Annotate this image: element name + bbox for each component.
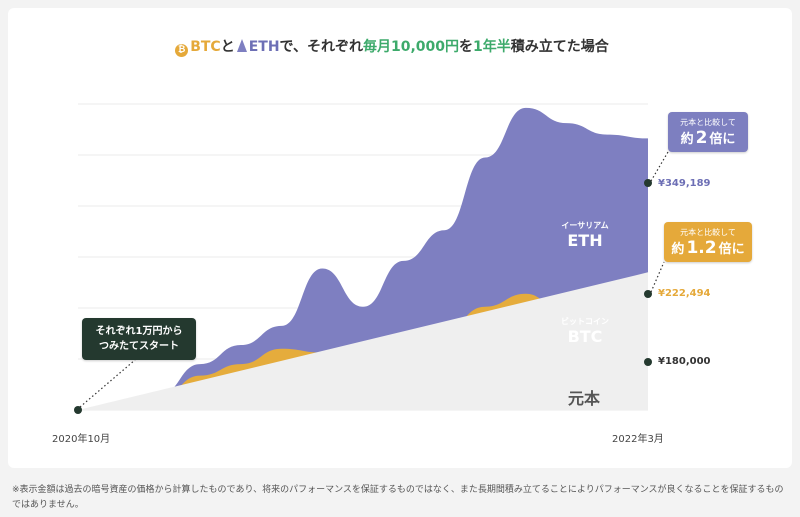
eth-final-value: ¥349,189: [658, 178, 711, 189]
eth-end-dot: [644, 179, 652, 187]
eth-ratio-callout: 元本と比較して 約 2 倍に: [668, 112, 748, 152]
title-eth: ETH: [248, 39, 280, 55]
btc-final-value: ¥222,494: [658, 288, 711, 299]
eth-area-sublabel: イーサリアム: [561, 221, 609, 230]
gankin-area-label: 元本: [568, 389, 601, 408]
start-callout: それぞれ1万円から つみたてスタート: [82, 318, 196, 360]
eth-callout-pre: 約: [680, 132, 694, 147]
title-to: と: [220, 39, 235, 55]
start-callout-line1: それぞれ1万円から: [95, 326, 183, 337]
gankin-area: [78, 272, 648, 410]
gankin-end-dot: [644, 358, 652, 366]
eth-callout-num: 2: [695, 128, 708, 148]
btc-callout-big: 約 1.2 倍に: [664, 238, 752, 258]
title-wo: を: [459, 39, 474, 55]
title-highlight-duration: 1年半: [473, 39, 511, 55]
title-highlight-amount: 毎月10,000円: [363, 39, 460, 55]
btc-callout-num: 1.2: [686, 238, 717, 258]
eth-coin-icon: [236, 39, 247, 52]
title-btc: BTC: [190, 39, 221, 55]
eth-area-mainlabel: ETH: [567, 231, 603, 250]
btc-callout-small: 元本と比較して: [680, 228, 736, 237]
start-dot: [74, 406, 82, 414]
eth-callout-post: 倍に: [709, 132, 736, 147]
title-mid: で、それぞれ: [279, 39, 363, 55]
x-end-label: 2022年3月: [612, 434, 664, 445]
chart-title: ₿ BTCと ETHで、それぞれ毎月10,000円を1年半積み立てた場合: [0, 36, 784, 57]
disclaimer-footnote: ※表示金額は過去の暗号資産の価格から計算したものであり、将来のパフォーマンスを保…: [12, 485, 784, 510]
btc-end-dot: [644, 290, 652, 298]
x-start-label: 2020年10月: [52, 434, 111, 445]
btc-ratio-callout: 元本と比較して 約 1.2 倍に: [664, 222, 752, 262]
btc-callout-post: 倍に: [718, 242, 745, 257]
start-callout-leader: [79, 359, 136, 408]
title-end: 積み立てた場合: [510, 39, 609, 55]
btc-callout-leader: [650, 261, 665, 293]
btc-area-sublabel: ビットコイン: [561, 317, 609, 326]
btc-area-mainlabel: BTC: [567, 327, 603, 346]
btc-coin-icon: ₿: [175, 44, 189, 57]
gankin-final-value: ¥180,000: [658, 356, 711, 367]
btc-callout-pre: 約: [671, 242, 685, 257]
eth-callout-small: 元本と比較して: [680, 118, 736, 127]
eth-area-label: イーサリアム ETH: [555, 220, 615, 250]
eth-callout-big: 約 2 倍に: [668, 128, 748, 148]
btc-area-label: ビットコイン BTC: [555, 316, 615, 346]
eth-callout-leader: [650, 151, 669, 182]
area-chart: [74, 103, 669, 414]
start-callout-line2: つみたてスタート: [99, 341, 179, 352]
